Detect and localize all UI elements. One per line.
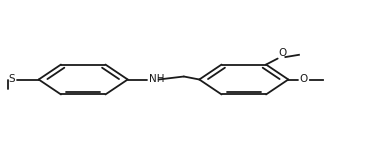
Text: O: O xyxy=(299,75,307,84)
Text: S: S xyxy=(9,75,15,84)
Text: O: O xyxy=(279,48,287,58)
Text: NH: NH xyxy=(149,75,164,84)
